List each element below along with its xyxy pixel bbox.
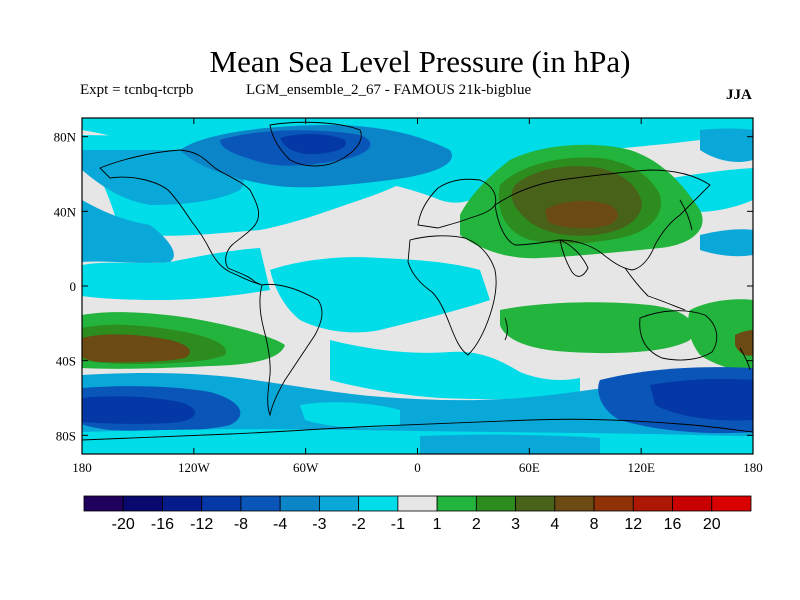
south-pacific-high-core — [82, 334, 190, 363]
colorbar-swatch — [672, 495, 713, 512]
colorbar-swatch — [632, 495, 673, 512]
coast-new-zealand — [739, 347, 751, 371]
colorbar-label: -2 — [352, 516, 366, 533]
x-tick-label: 60E — [519, 460, 540, 475]
coast-japan — [679, 199, 693, 231]
colorbar-label: 3 — [511, 516, 520, 533]
colorbar-label: -8 — [234, 516, 248, 533]
y-tick-label: 40N — [54, 204, 77, 219]
colorbar-swatch — [593, 495, 634, 512]
colorbar-swatch — [475, 495, 516, 512]
colorbar-label: 8 — [590, 516, 599, 533]
colorbar-swatch — [436, 495, 477, 512]
x-tick-label: 60W — [293, 460, 319, 475]
greenland-low-deep — [280, 134, 346, 155]
colorbar-swatch — [397, 495, 438, 512]
colorbar-label: -20 — [112, 516, 135, 533]
colorbar-label: 12 — [624, 516, 642, 533]
southern-ocean-cyan-patch — [300, 402, 400, 428]
colorbar-swatch — [319, 495, 360, 512]
x-tick-label: 180 — [743, 460, 763, 475]
season-label: JJA — [726, 87, 752, 103]
y-tick-label: 0 — [70, 279, 77, 294]
south-america-cyan — [270, 257, 490, 333]
coast-africa — [407, 235, 497, 356]
x-tick-label: 0 — [414, 460, 421, 475]
coast-asia — [494, 169, 711, 271]
coastlines — [82, 121, 753, 441]
colorbar: -20 -16 -12 -8 -4 -3 -2 -1 1 2 3 4 8 12 16 20 — [83, 495, 752, 533]
coast-europe — [417, 178, 497, 229]
y-axis: 80N 40N 0 40S 80S — [54, 130, 753, 443]
tropical-pacific-cyan — [82, 248, 270, 300]
colorbar-swatch — [201, 495, 242, 512]
colorbar-label: -1 — [391, 516, 405, 533]
colorbar-label: -3 — [312, 516, 326, 533]
southern-low-indian-core — [650, 378, 753, 421]
coast-greenland — [269, 121, 362, 167]
page-title: Mean Sea Level Pressure (in hPa) — [209, 44, 631, 79]
far-east-low — [700, 128, 753, 162]
y-tick-label: 80S — [56, 428, 76, 443]
x-tick-label: 180 — [72, 460, 92, 475]
colorbar-label: -16 — [151, 516, 174, 533]
colorbar-swatch — [554, 495, 595, 512]
x-tick-label: 120W — [178, 460, 211, 475]
tasman-high-core — [735, 330, 753, 356]
colorbar-swatch — [358, 495, 399, 512]
colorbar-label: -4 — [273, 516, 287, 533]
colorbar-label: 2 — [472, 516, 481, 533]
colorbar-swatch — [515, 495, 556, 512]
coast-north-america — [99, 149, 263, 286]
coast-south-america — [259, 283, 323, 417]
colorbar-label: -12 — [190, 516, 213, 533]
experiment-label: Expt = tcnbq-tcrpb — [80, 82, 194, 98]
tasman-high — [688, 299, 753, 371]
east-pacific-band — [82, 200, 174, 263]
colorbar-swatch — [711, 495, 752, 512]
coast-antarctica — [82, 418, 753, 441]
asia-high-core — [545, 200, 618, 229]
x-axis: 180 120W 60W 0 60E 120E 180 — [72, 118, 763, 475]
colorbar-swatch — [162, 495, 203, 512]
y-tick-label: 80N — [54, 130, 77, 145]
coast-australia — [639, 310, 718, 361]
south-indian-high — [500, 302, 694, 354]
southern-low-pacific-core — [82, 396, 195, 424]
colorbar-swatch — [83, 495, 124, 512]
x-tick-label: 120E — [627, 460, 655, 475]
colorbar-swatch — [240, 495, 281, 512]
colorbar-swatch — [122, 495, 163, 512]
map-field — [82, 118, 753, 454]
y-tick-label: 40S — [56, 354, 76, 369]
colorbar-label: 20 — [703, 516, 721, 533]
colorbar-label: 1 — [433, 516, 442, 533]
coast-madagascar — [504, 317, 508, 341]
coast-southeast-asia — [624, 267, 686, 311]
coast-india — [559, 239, 589, 277]
west-pacific-band — [700, 229, 753, 257]
colorbar-label: 4 — [550, 516, 559, 533]
colorbar-swatch — [279, 495, 320, 512]
colorbar-label: 16 — [664, 516, 682, 533]
antarctic-mid — [420, 434, 600, 454]
ensemble-label: LGM_ensemble_2_67 - FAMOUS 21k-bigblue — [246, 82, 532, 98]
south-atlantic-cyan — [330, 340, 580, 400]
